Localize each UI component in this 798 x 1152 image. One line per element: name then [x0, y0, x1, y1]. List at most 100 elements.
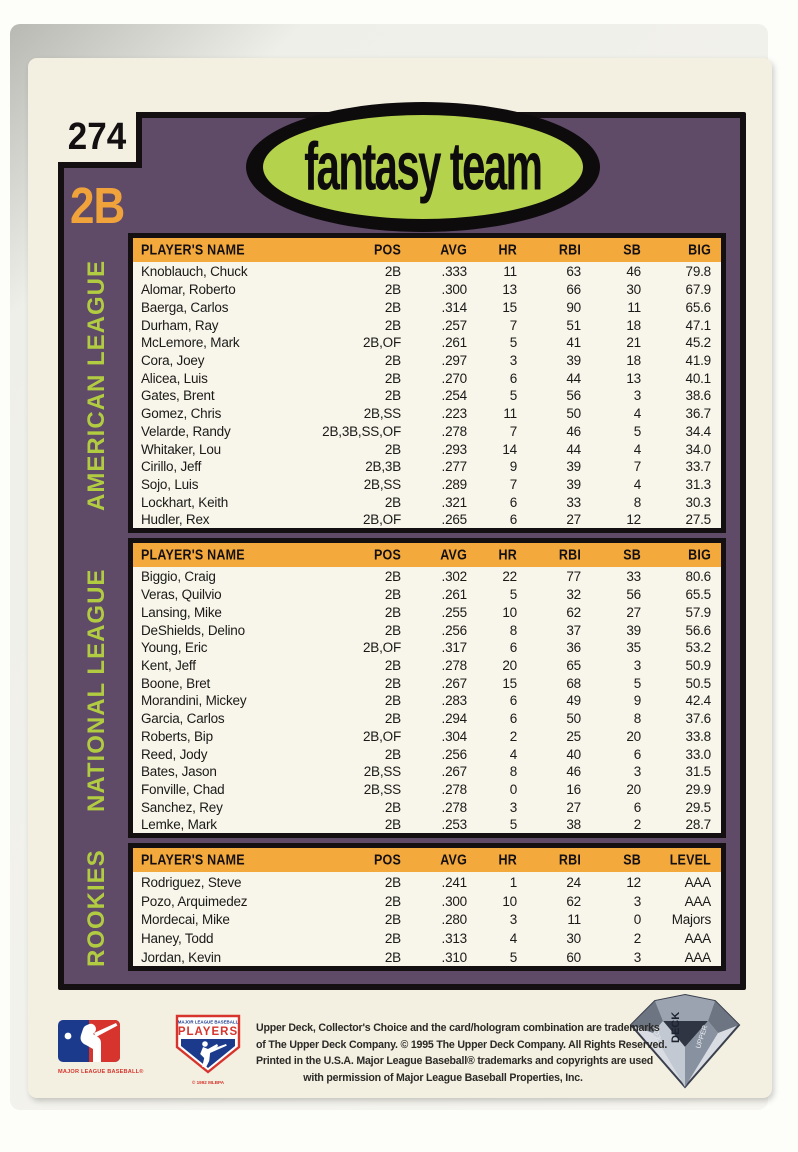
header-cell-players-name: PLAYER'S NAME: [141, 241, 245, 259]
name-cell: Pozo, Arquimedez: [141, 893, 248, 909]
mlbpa-logo-icon: MAJOR LEAGUE BASEBALL PLAYERS: [175, 1014, 241, 1074]
player-row: Whitaker, Lou 2B .293 14 44 4 34.0: [133, 442, 721, 457]
pos-cell: 2B: [384, 675, 401, 691]
hr-cell: 11: [503, 406, 517, 422]
name-cell: Lemke, Mark: [141, 817, 217, 833]
level-cell: Majors: [671, 912, 712, 928]
sb-cell: 33: [626, 569, 641, 585]
rbi-cell: 38: [566, 817, 581, 833]
hr-cell: 4: [509, 931, 518, 947]
rbi-cell: 37: [566, 622, 581, 638]
pos-cell: 2B,SS: [363, 781, 401, 797]
big-cell: 65.5: [685, 587, 712, 603]
rookies-stats-table: PLAYER'S NAME POS AVG HR RBI SB LEVEL Ro…: [128, 843, 726, 971]
header-cell-rbi: RBI: [558, 851, 581, 869]
hr-cell: 13: [502, 282, 517, 298]
sb-cell: 4: [633, 441, 642, 457]
header-cell-level: LEVEL: [669, 851, 711, 869]
table-header-row: PLAYER'S NAME POS AVG HR RBI SB BIG: [133, 543, 721, 567]
player-row: Rodriguez, Steve 2B .241 1 24 12 AAA: [133, 875, 721, 890]
header-cell-sb: SB: [623, 851, 641, 869]
pos-cell: 2B: [384, 370, 401, 386]
player-row: Sanchez, Rey 2B .278 3 27 6 29.5: [133, 800, 721, 815]
pos-cell: 2B: [384, 693, 401, 709]
player-row: Lansing, Mike 2B .255 10 62 27 57.9: [133, 605, 721, 620]
player-row: Sojo, Luis 2B,SS .289 7 39 4 31.3: [133, 477, 721, 492]
rbi-cell: 77: [566, 569, 581, 585]
pos-cell: 2B: [384, 893, 401, 909]
name-cell: Lockhart, Keith: [141, 494, 229, 510]
header-cell-players-name: PLAYER'S NAME: [141, 851, 245, 869]
pos-cell: 2B: [384, 569, 401, 585]
avg-cell: .283: [441, 693, 468, 709]
sb-cell: 3: [633, 893, 642, 909]
header-cell-pos: POS: [374, 241, 401, 259]
sb-cell: 3: [633, 388, 642, 404]
rbi-cell: 60: [566, 950, 581, 966]
name-cell: Whitaker, Lou: [141, 441, 221, 457]
mlb-logo-caption: MAJOR LEAGUE BASEBALL®: [58, 1069, 144, 1075]
avg-cell: .278: [441, 781, 468, 797]
hr-cell: 5: [509, 817, 518, 833]
pos-cell: 2B: [384, 299, 401, 315]
sb-cell: 18: [626, 317, 641, 333]
name-cell: Baerga, Carlos: [141, 299, 229, 315]
player-row: Morandini, Mickey 2B .283 6 49 9 42.4: [133, 693, 721, 708]
player-row: Gates, Brent 2B .254 5 56 3 38.6: [133, 388, 721, 403]
sb-cell: 30: [626, 282, 641, 298]
pos-cell: 2B: [384, 622, 401, 638]
pos-cell: 2B: [384, 874, 401, 890]
level-cell: AAA: [684, 950, 712, 966]
hr-cell: 6: [509, 711, 518, 727]
player-row: Alicea, Luis 2B .270 6 44 13 40.1: [133, 371, 721, 386]
sb-cell: 11: [627, 299, 641, 315]
table-body: Rodriguez, Steve 2B .241 1 24 12 AAA Pozo, Arqu…: [133, 872, 721, 968]
name-cell: Mordecai, Mike: [141, 912, 230, 928]
hr-cell: 0: [509, 781, 518, 797]
name-cell: Alicea, Luis: [141, 370, 208, 386]
pos-cell: 2B: [384, 931, 401, 947]
name-cell: Durham, Ray: [141, 317, 219, 333]
rbi-cell: 40: [566, 746, 581, 762]
rbi-cell: 32: [566, 587, 581, 603]
avg-cell: .256: [441, 622, 468, 638]
sb-cell: 27: [626, 604, 641, 620]
name-cell: Gates, Brent: [141, 388, 215, 404]
player-row: Garcia, Carlos 2B .294 6 50 8 37.6: [133, 711, 721, 726]
player-row: Gomez, Chris 2B,SS .223 11 50 4 36.7: [133, 406, 721, 421]
hr-cell: 5: [509, 587, 518, 603]
hr-cell: 5: [509, 335, 518, 351]
sb-cell: 3: [633, 657, 642, 673]
header-cell-pos: POS: [374, 851, 401, 869]
sb-cell: 56: [626, 587, 641, 603]
player-row: Veras, Quilvio 2B .261 5 32 56 65.5: [133, 587, 721, 602]
legal-line: with permission of Major League Baseball…: [303, 1071, 583, 1084]
rbi-cell: 56: [566, 388, 581, 404]
avg-cell: .267: [441, 675, 468, 691]
pos-cell: 2B,3B,SS,OF: [322, 423, 401, 439]
avg-cell: .317: [441, 640, 468, 656]
player-row: Biggio, Craig 2B .302 22 77 33 80.6: [133, 569, 721, 584]
big-cell: 57.9: [685, 604, 712, 620]
rbi-cell: 51: [566, 317, 581, 333]
player-row: Bates, Jason 2B,SS .267 8 46 3 31.5: [133, 764, 721, 779]
legal-line: of The Upper Deck Company. © 1995 The Up…: [256, 1038, 668, 1051]
rbi-cell: 36: [566, 640, 581, 656]
pos-cell: 2B: [384, 950, 401, 966]
avg-cell: .294: [441, 711, 468, 727]
pos-cell: 2B: [384, 604, 401, 620]
position-label: 2B: [70, 178, 125, 235]
sb-cell: 3: [633, 764, 642, 780]
national-league-label: NATIONAL LEAGUE: [83, 568, 110, 812]
card-number-tab: 274: [58, 112, 142, 168]
avg-cell: .293: [441, 441, 468, 457]
avg-cell: .304: [441, 728, 468, 744]
hr-cell: 2: [509, 728, 518, 744]
sb-cell: 4: [633, 406, 642, 422]
avg-cell: .261: [441, 587, 468, 603]
sb-cell: 39: [626, 622, 641, 638]
header-cell-rbi: RBI: [558, 241, 581, 259]
legal-line: Upper Deck, Collector's Choice and the c…: [256, 1021, 660, 1035]
sb-cell: 46: [626, 264, 641, 280]
player-row: Pozo, Arquimedez 2B .300 10 62 3 AAA: [133, 894, 721, 909]
